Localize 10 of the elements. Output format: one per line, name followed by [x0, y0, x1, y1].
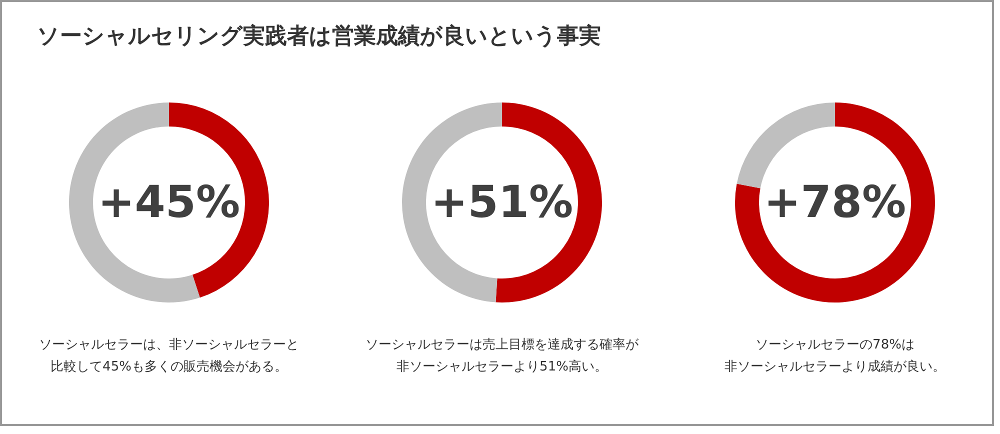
text: 非ソーシャルセラーより51%高い。 — [396, 358, 608, 374]
text: ソーシャルセラーは、非ソーシャルセラーと — [39, 338, 299, 352]
text: 比較して45%も多くの販売機会がある。 — [50, 360, 288, 374]
text: ソーシャルセラーは売上目標を達成する確率が — [366, 336, 640, 352]
data-label: +45% — [98, 177, 240, 228]
text: 非ソーシャルセラーより成績が良い。 — [724, 360, 946, 374]
text: ソーシャルセリング実践者は営業成績が良いという事実 — [37, 22, 601, 51]
data-label: +51% — [430, 177, 574, 228]
data-label: +78% — [764, 177, 906, 228]
text: ソーシャルセラーの78%は — [756, 338, 914, 352]
